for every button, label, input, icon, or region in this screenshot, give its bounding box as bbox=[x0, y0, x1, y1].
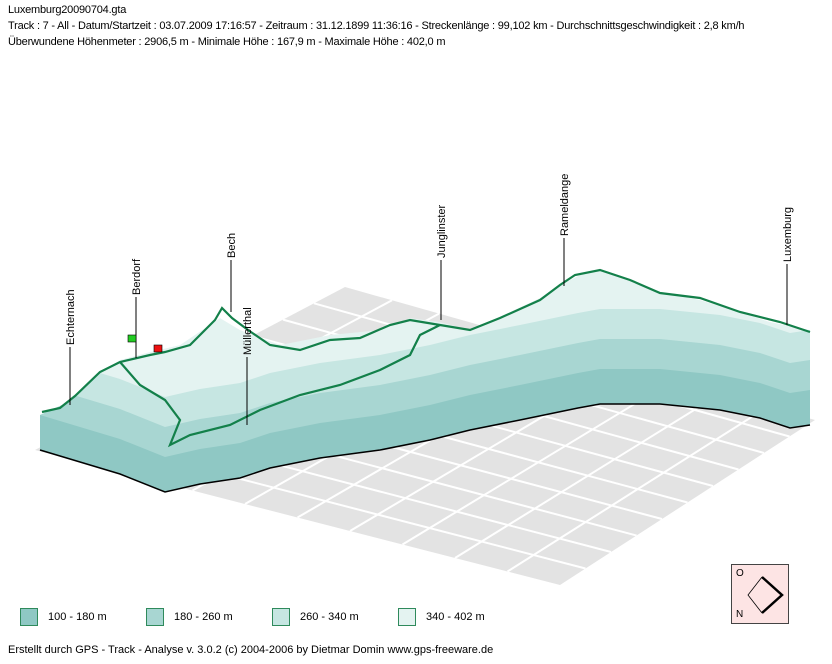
legend-label: 340 - 402 m bbox=[426, 611, 485, 623]
end-flag bbox=[153, 344, 163, 353]
legend-swatch bbox=[398, 608, 416, 626]
legend-label: 100 - 180 m bbox=[48, 611, 107, 623]
legend-swatch bbox=[20, 608, 38, 626]
place-label: Luxemburg bbox=[782, 207, 794, 262]
legend-item: 100 - 180 m bbox=[20, 608, 107, 626]
elevation-bands bbox=[40, 270, 810, 492]
track-info: Track : 7 - All - Datum/Startzeit : 03.0… bbox=[8, 20, 745, 32]
track-line bbox=[41, 268, 811, 414]
place-label: Berdorf bbox=[131, 258, 143, 295]
place-label: Müllerthal bbox=[242, 307, 254, 355]
place-label: Echternach bbox=[65, 289, 77, 345]
3d-profile-chart: Echternach Berdorf Bech Müllerthal Junglinst… bbox=[35, 174, 815, 585]
file-name: Luxemburg20090704.gta bbox=[8, 4, 127, 16]
track-line-lower bbox=[119, 324, 441, 448]
footer-credit: Erstellt durch GPS - Track - Analyse v. … bbox=[8, 644, 494, 656]
legend-label: 260 - 340 m bbox=[300, 611, 359, 623]
place-label: Bech bbox=[226, 233, 238, 258]
compass: O N bbox=[731, 564, 789, 624]
legend-label: 180 - 260 m bbox=[174, 611, 233, 623]
compass-arrow-icon bbox=[747, 576, 784, 614]
legend-item: 180 - 260 m bbox=[146, 608, 233, 626]
terrain-base-line bbox=[39, 403, 811, 493]
elevation-info: Überwundene Höhenmeter : 2906,5 m - Mini… bbox=[8, 36, 446, 48]
place-label: Junglinster bbox=[436, 204, 448, 258]
compass-label-n: N bbox=[736, 609, 744, 620]
compass-label-o: O bbox=[736, 568, 744, 579]
legend-swatch bbox=[272, 608, 290, 626]
band-100-180 bbox=[40, 369, 810, 492]
legend-item: 340 - 402 m bbox=[398, 608, 485, 626]
legend-swatch bbox=[146, 608, 164, 626]
legend-item: 260 - 340 m bbox=[272, 608, 359, 626]
place-label: Rameldange bbox=[559, 174, 571, 236]
start-flag bbox=[127, 334, 137, 343]
